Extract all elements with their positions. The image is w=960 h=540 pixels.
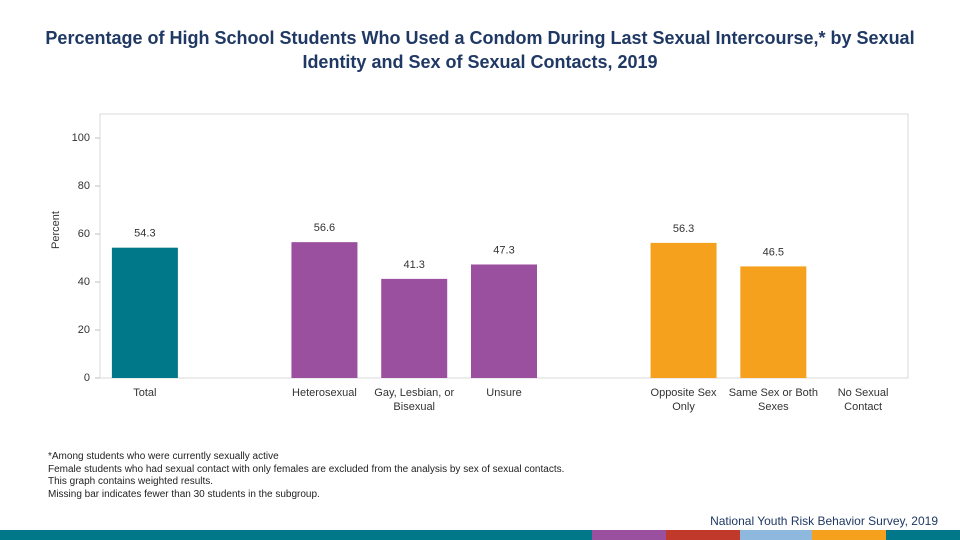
y-axis-label: Percent [50, 211, 62, 249]
footnotes: *Among students who were currently sexua… [48, 451, 564, 501]
footnote: Female students who had sexual contact w… [48, 463, 565, 475]
y-tick-label: 80 [78, 180, 90, 192]
value-label: 41.3 [404, 259, 425, 271]
source: National Youth Risk Behavior Survey, 201… [710, 514, 938, 528]
footer-stripe [0, 530, 960, 540]
value-label: 54.3 [134, 228, 155, 240]
value-label: 47.3 [493, 244, 514, 256]
x-tick-label: Gay, Lesbian, or Bisexual [374, 387, 455, 413]
value-label: 46.5 [763, 246, 784, 258]
bar [291, 242, 358, 378]
x-tick-label: Heterosexual [292, 387, 357, 399]
x-tick-label: Unsure [486, 387, 522, 399]
bar [740, 266, 807, 378]
footnote: Missing bar indicates fewer than 30 stud… [48, 488, 320, 500]
x-tick-label: No Sexual Contact [837, 387, 889, 413]
bar [471, 264, 537, 378]
y-tick-label: 0 [84, 372, 90, 384]
value-label: 56.6 [314, 222, 335, 234]
y-tick-label: 40 [78, 276, 90, 288]
y-tick-label: 20 [78, 324, 90, 336]
x-tick-label: Opposite Sex Only [650, 387, 717, 413]
chart-title: Percentage of High School Students Who U… [45, 28, 915, 72]
x-tick-label: Same Sex or Both Sexes [728, 387, 818, 413]
footnote: This graph contains weighted results. [48, 476, 214, 487]
y-tick-label: 100 [72, 132, 90, 144]
bar [650, 242, 717, 378]
value-label: 56.3 [673, 223, 694, 235]
footnote: *Among students who were currently sexua… [48, 451, 279, 462]
x-tick-label: Total [133, 387, 157, 399]
bar [381, 278, 448, 378]
bar [111, 247, 178, 378]
y-tick-label: 60 [78, 228, 90, 240]
